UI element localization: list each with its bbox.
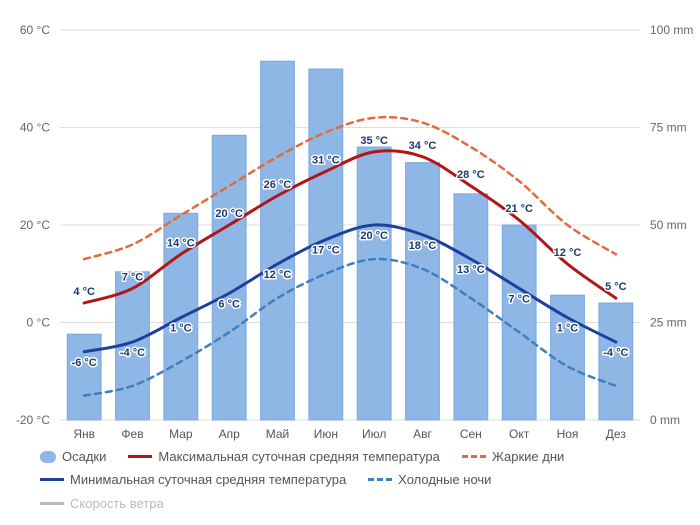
legend-label-hot: Жаркие дни xyxy=(492,445,564,468)
legend-item-wind: Скорость ветра xyxy=(40,492,164,515)
svg-text:Июн: Июн xyxy=(314,427,338,441)
svg-text:12 °C: 12 °C xyxy=(554,247,582,259)
legend-item-max: Максимальная суточная средняя температур… xyxy=(128,445,439,468)
svg-text:50 mm: 50 mm xyxy=(650,218,687,232)
legend: Осадки Максимальная суточная средняя тем… xyxy=(40,445,660,515)
svg-text:Дез: Дез xyxy=(606,427,627,441)
hot-swatch xyxy=(462,455,486,458)
max-swatch xyxy=(128,455,152,458)
min-swatch xyxy=(40,478,64,481)
svg-text:20 °C: 20 °C xyxy=(360,230,388,242)
legend-label-wind: Скорость ветра xyxy=(70,492,164,515)
legend-item-hot: Жаркие дни xyxy=(462,445,564,468)
svg-text:35 °C: 35 °C xyxy=(360,135,388,147)
legend-label-min: Минимальная суточная средняя температура xyxy=(70,468,346,491)
svg-text:Ноя: Ноя xyxy=(557,427,579,441)
svg-text:Май: Май xyxy=(266,427,290,441)
svg-text:5 °C: 5 °C xyxy=(605,281,627,293)
svg-text:21 °C: 21 °C xyxy=(505,203,533,215)
svg-text:-4 °C: -4 °C xyxy=(603,347,628,359)
svg-text:Сен: Сен xyxy=(460,427,482,441)
svg-text:7 °C: 7 °C xyxy=(508,293,530,305)
svg-text:6 °C: 6 °C xyxy=(218,298,240,310)
wind-swatch xyxy=(40,502,64,505)
svg-text:100 mm: 100 mm xyxy=(650,23,693,37)
legend-item-min: Минимальная суточная средняя температура xyxy=(40,468,346,491)
svg-text:0 mm: 0 mm xyxy=(650,413,680,427)
svg-text:Апр: Апр xyxy=(219,427,241,441)
svg-text:Фев: Фев xyxy=(121,427,143,441)
svg-text:12 °C: 12 °C xyxy=(264,269,292,281)
svg-text:13 °C: 13 °C xyxy=(457,264,485,276)
legend-label-max: Максимальная суточная средняя температур… xyxy=(158,445,439,468)
svg-text:1 °C: 1 °C xyxy=(557,323,579,335)
precip-swatch xyxy=(40,451,56,463)
climate-chart: -20 °C 0 °C 20 °C 40 °C 60 °C 0 mm 25 mm 50 mm 7… xyxy=(0,0,700,525)
svg-text:20 °C: 20 °C xyxy=(20,218,50,232)
svg-text:0 °C: 0 °C xyxy=(27,316,51,330)
svg-text:Окт: Окт xyxy=(509,427,530,441)
svg-text:20 °C: 20 °C xyxy=(215,208,243,220)
svg-text:-6 °C: -6 °C xyxy=(72,357,97,369)
svg-text:18 °C: 18 °C xyxy=(409,240,437,252)
svg-text:1 °C: 1 °C xyxy=(170,323,192,335)
svg-text:26 °C: 26 °C xyxy=(264,179,292,191)
svg-text:Янв: Янв xyxy=(73,427,95,441)
svg-text:40 °C: 40 °C xyxy=(20,121,50,135)
legend-label-cold: Холодные ночи xyxy=(398,468,491,491)
svg-text:-20 °C: -20 °C xyxy=(16,413,50,427)
svg-text:28 °C: 28 °C xyxy=(457,169,485,181)
svg-text:17 °C: 17 °C xyxy=(312,245,340,257)
svg-text:Мар: Мар xyxy=(169,427,193,441)
svg-text:25 mm: 25 mm xyxy=(650,316,687,330)
svg-text:75 mm: 75 mm xyxy=(650,121,687,135)
svg-text:14 °C: 14 °C xyxy=(167,237,195,249)
svg-text:-4 °C: -4 °C xyxy=(120,347,145,359)
legend-item-cold: Холодные ночи xyxy=(368,468,491,491)
svg-text:Авг: Авг xyxy=(413,427,432,441)
svg-text:4 °C: 4 °C xyxy=(73,286,95,298)
svg-text:60 °C: 60 °C xyxy=(20,23,50,37)
svg-text:31 °C: 31 °C xyxy=(312,154,340,166)
svg-text:7 °C: 7 °C xyxy=(122,271,144,283)
cold-swatch xyxy=(368,478,392,481)
legend-label-precip: Осадки xyxy=(62,445,106,468)
svg-text:34 °C: 34 °C xyxy=(409,140,437,152)
legend-item-precip: Осадки xyxy=(40,445,106,468)
svg-text:Июл: Июл xyxy=(362,427,386,441)
